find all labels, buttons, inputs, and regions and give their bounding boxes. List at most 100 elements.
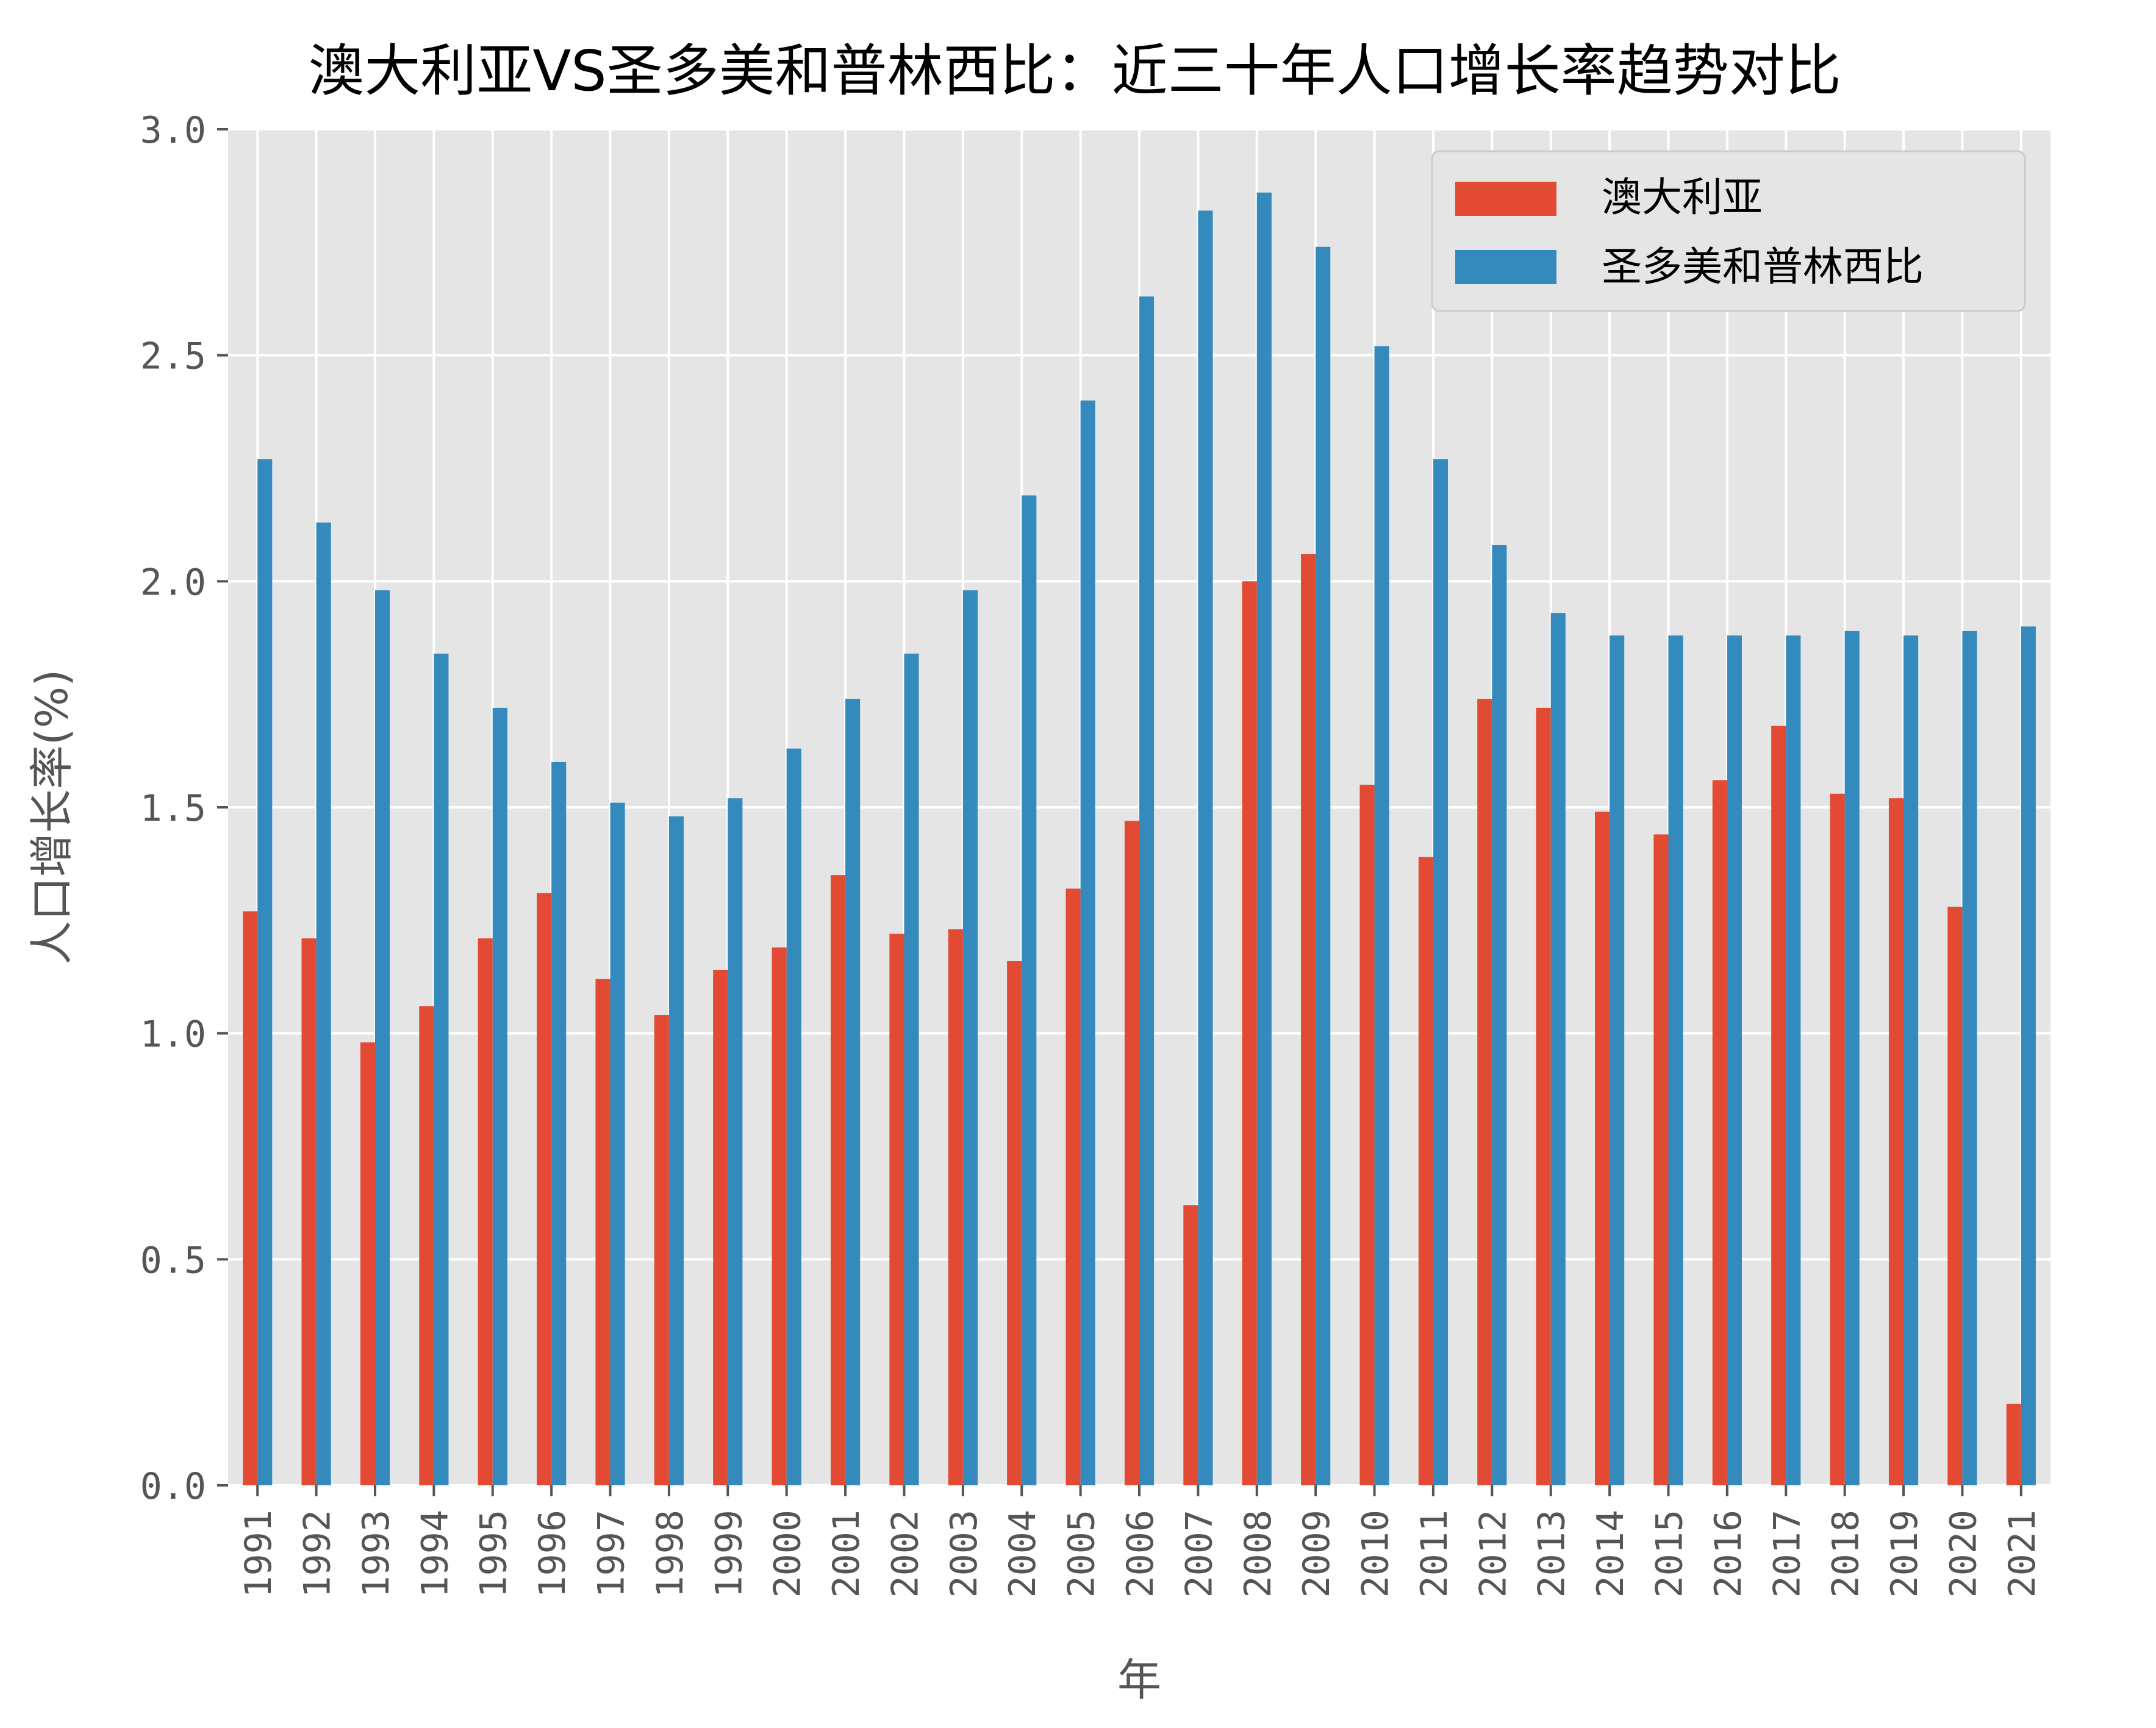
x-tick-label: 1993 bbox=[355, 1510, 398, 1598]
y-tick-label: 1.5 bbox=[140, 787, 206, 830]
bar-australia bbox=[2006, 1404, 2021, 1485]
bar-australia bbox=[537, 893, 552, 1485]
legend-swatch-australia bbox=[1455, 182, 1556, 216]
x-tick-label: 2004 bbox=[1001, 1510, 1044, 1598]
x-tick-label: 1992 bbox=[296, 1510, 339, 1598]
x-axis: 1991 1992 1993 1994 1995 1996 1997 1998 1999 2000… bbox=[237, 1485, 2044, 1598]
bar-sao-tome bbox=[1610, 635, 1625, 1485]
bar-australia bbox=[1595, 812, 1610, 1485]
bar-australia bbox=[1007, 961, 1022, 1485]
bar-australia bbox=[1242, 581, 1257, 1486]
bar-australia bbox=[419, 1006, 434, 1485]
bar-australia bbox=[301, 938, 317, 1485]
bar-australia bbox=[1418, 857, 1433, 1485]
bar-sao-tome bbox=[1962, 630, 1977, 1485]
bar-sao-tome bbox=[845, 699, 861, 1485]
bar-australia bbox=[360, 1042, 375, 1485]
bar-sao-tome bbox=[610, 802, 625, 1485]
bar-sao-tome bbox=[1492, 545, 1507, 1486]
x-tick-label: 2013 bbox=[1531, 1510, 1574, 1598]
bar-sao-tome bbox=[1727, 635, 1742, 1485]
x-tick-label: 2015 bbox=[1648, 1510, 1691, 1598]
bar-sao-tome bbox=[257, 459, 273, 1485]
bar-sao-tome bbox=[1433, 459, 1449, 1485]
bar-australia bbox=[889, 934, 904, 1485]
x-tick-label: 2021 bbox=[2001, 1510, 2044, 1598]
x-tick-label: 2003 bbox=[943, 1510, 986, 1598]
bar-australia bbox=[713, 969, 728, 1485]
bar-sao-tome bbox=[2021, 626, 2036, 1485]
x-tick-label: 2002 bbox=[884, 1510, 926, 1598]
x-tick-label: 2018 bbox=[1825, 1510, 1868, 1598]
x-tick-label: 2006 bbox=[1119, 1510, 1162, 1598]
bar-australia bbox=[654, 1015, 669, 1485]
x-tick-label: 1997 bbox=[590, 1510, 633, 1598]
x-tick-label: 2009 bbox=[1295, 1510, 1338, 1598]
bar-australia bbox=[1771, 726, 1786, 1485]
bar-australia bbox=[1477, 699, 1492, 1485]
bar-sao-tome bbox=[962, 590, 978, 1486]
legend-box bbox=[1431, 150, 2026, 312]
x-tick-label: 1996 bbox=[531, 1510, 574, 1598]
bar-sao-tome bbox=[1139, 296, 1155, 1485]
bar-sao-tome bbox=[1374, 346, 1389, 1485]
bar-australia bbox=[1653, 834, 1669, 1485]
bar-sao-tome bbox=[1904, 635, 1919, 1485]
y-axis: 0.0 0.5 1.0 1.5 2.0 2.5 3.0 bbox=[140, 109, 228, 1508]
x-tick-label: 2010 bbox=[1355, 1510, 1397, 1598]
bar-australia bbox=[478, 938, 493, 1485]
bar-australia bbox=[1888, 798, 1904, 1485]
bar-sao-tome bbox=[492, 707, 507, 1485]
bar-sao-tome bbox=[1316, 246, 1331, 1485]
bar-series-group bbox=[243, 192, 2036, 1486]
x-tick-label: 2005 bbox=[1061, 1510, 1103, 1598]
bar-australia bbox=[1301, 554, 1316, 1486]
bar-sao-tome bbox=[551, 762, 567, 1485]
bar-sao-tome bbox=[668, 816, 684, 1485]
x-tick-label: 1999 bbox=[707, 1510, 750, 1598]
bar-sao-tome bbox=[1844, 630, 1860, 1485]
bar-australia bbox=[1830, 793, 1845, 1485]
bar-sao-tome bbox=[904, 653, 919, 1485]
y-tick-label: 1.0 bbox=[140, 1013, 206, 1056]
bar-australia bbox=[595, 979, 611, 1485]
bar-sao-tome bbox=[1198, 210, 1213, 1486]
x-tick-label: 2012 bbox=[1472, 1510, 1514, 1598]
y-axis-label: 人口增长率(%) bbox=[26, 669, 77, 965]
bar-australia bbox=[243, 911, 258, 1485]
bar-australia bbox=[1947, 907, 1963, 1485]
bar-australia bbox=[830, 875, 846, 1485]
x-tick-label: 2000 bbox=[767, 1510, 809, 1598]
bar-sao-tome bbox=[1080, 400, 1095, 1485]
x-tick-label: 2016 bbox=[1707, 1510, 1750, 1598]
x-tick-label: 2020 bbox=[1942, 1510, 1985, 1598]
bar-sao-tome bbox=[786, 748, 801, 1485]
bar-sao-tome bbox=[374, 590, 390, 1486]
bar-australia bbox=[1124, 821, 1139, 1485]
bar-australia bbox=[1536, 707, 1551, 1485]
x-tick-label: 1998 bbox=[649, 1510, 692, 1598]
bar-sao-tome bbox=[1022, 495, 1037, 1485]
x-tick-label: 2008 bbox=[1237, 1510, 1280, 1598]
x-tick-label: 2017 bbox=[1766, 1510, 1808, 1598]
bar-sao-tome bbox=[1550, 613, 1566, 1485]
y-tick-label: 2.0 bbox=[140, 561, 206, 604]
x-tick-label: 1995 bbox=[473, 1510, 515, 1598]
bar-australia bbox=[772, 947, 787, 1485]
bar-australia bbox=[1359, 784, 1375, 1485]
bar-sao-tome bbox=[1786, 635, 1801, 1485]
x-axis-label: 年 bbox=[1117, 1654, 1161, 1705]
bar-sao-tome bbox=[728, 798, 743, 1485]
x-tick-label: 2001 bbox=[825, 1510, 868, 1598]
x-tick-label: 2011 bbox=[1413, 1510, 1456, 1598]
bar-australia bbox=[948, 929, 963, 1485]
bar-australia bbox=[1712, 780, 1727, 1485]
bar-australia bbox=[1065, 888, 1081, 1485]
y-tick-label: 3.0 bbox=[140, 109, 206, 152]
bar-sao-tome bbox=[1256, 192, 1272, 1486]
x-tick-label: 2014 bbox=[1589, 1510, 1632, 1598]
legend-label-australia: 澳大利亚 bbox=[1602, 174, 1763, 221]
chart-title: 澳大利亚VS圣多美和普林西比：近三十年人口增长率趋势对比 bbox=[308, 38, 1841, 104]
